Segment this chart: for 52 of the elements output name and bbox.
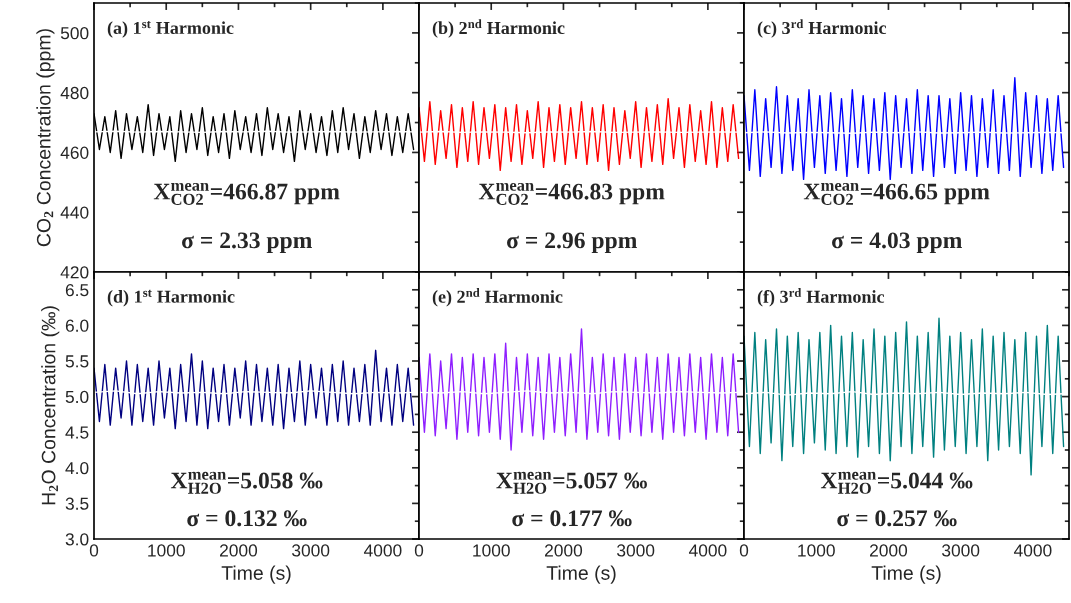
y-axis-title: H$_{2}$O Concentration (‰) [41,306,60,505]
text: (b) 2$^{nd}$ Harmonic [432,19,565,38]
x-axis-title: Time (s) [546,565,616,584]
x-tick-label: 0 [89,544,99,557]
x-tick-label: 1000 [148,544,185,557]
x-tick-label: 3000 [942,544,980,557]
line-series [94,349,415,430]
y-tick-label: 3.0 [65,533,89,546]
annotation: σ = 0.132 ‰ [187,510,307,527]
y-tick-label: 420 [60,266,89,279]
y-tick-label: 460 [60,146,89,159]
annotation: σ = 2.33 ppm [182,232,312,254]
x-tick-label: 3000 [292,544,330,557]
x-tick-label: 2000 [220,544,258,557]
annotation: X$^{mean}$$_{CO2}$=466.87 ppm [153,182,340,205]
x-axis-title: Time (s) [871,565,941,584]
x-tick-label: 1000 [473,544,510,557]
y-tick-label: 440 [60,206,89,219]
x-tick-label: 3000 [617,544,655,557]
text: (c) 3$^{rd}$ Harmonic [757,19,887,38]
x-tick-label: 4000 [688,544,727,557]
annotation: X$^{mean}$$_{H2O}$=5.044 ‰ [820,471,973,494]
y-tick-label: 5.0 [65,390,89,404]
x-tick-label: 4000 [1013,544,1052,557]
y-tick-label: 3.5 [65,497,89,510]
x-tick-label: 0 [414,544,424,557]
annotation: X$^{mean}$$_{H2O}$=5.057 ‰ [496,471,647,494]
y-tick-label: 6.0 [65,319,89,332]
y-tick-label: 500 [60,27,89,40]
annotation: σ = 2.96 ppm [507,232,637,254]
x-tick-label: 2000 [870,544,908,557]
annotation: X$^{mean}$$_{CO2}$=466.65 ppm [803,182,990,205]
x-axis-title: Time (s) [221,565,291,584]
annotation: σ = 0.257 ‰ [837,510,957,527]
annotation: σ = 4.03 ppm [832,232,962,254]
x-tick-label: 1000 [798,544,835,557]
text: (f) 3$^{rd}$ Harmonic [757,288,885,307]
annotation: X$^{mean}$$_{CO2}$=466.83 ppm [478,182,665,205]
annotation: X$^{mean}$$_{H2O}$=5.058 ‰ [170,471,323,494]
text: (e) 2$^{nd}$ Harmonic [432,288,563,307]
x-tick-label: 4000 [363,544,402,557]
y-tick-label: 4.0 [65,461,89,475]
x-tick-label: 0 [739,544,749,557]
y-tick-label: 4.5 [65,426,89,439]
y-tick-label: 6.5 [65,283,89,297]
x-tick-label: 2000 [545,544,583,557]
y-tick-label: 5.5 [65,355,89,368]
y-tick-label: 480 [60,86,89,100]
text: (d) 1$^{st}$ Harmonic [107,289,235,307]
annotation: σ = 0.177 ‰ [512,510,632,527]
y-axis-title: CO$_{2}$ Concentration (ppm) [36,29,55,247]
text: (a) 1$^{st}$ Harmonic [107,20,234,38]
